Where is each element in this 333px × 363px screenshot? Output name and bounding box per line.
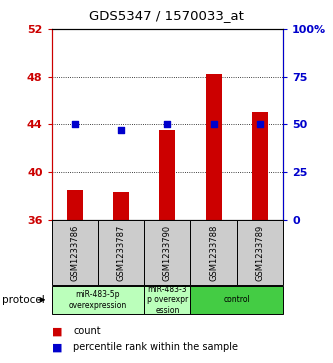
Bar <box>159 130 175 220</box>
Bar <box>205 74 222 220</box>
Text: GSM1233786: GSM1233786 <box>70 224 79 281</box>
Point <box>119 127 124 133</box>
Text: protocol: protocol <box>2 295 44 305</box>
Text: percentile rank within the sample: percentile rank within the sample <box>73 342 238 352</box>
Bar <box>252 113 268 220</box>
Text: miR-483-5p
overexpression: miR-483-5p overexpression <box>69 290 127 310</box>
Text: count: count <box>73 326 101 337</box>
Point <box>165 121 170 127</box>
Point <box>257 121 263 127</box>
Text: GSM1233787: GSM1233787 <box>117 224 126 281</box>
Bar <box>67 190 83 220</box>
Text: ■: ■ <box>52 326 62 337</box>
Bar <box>113 192 129 220</box>
Text: control: control <box>223 295 250 304</box>
Text: GSM1233790: GSM1233790 <box>163 225 172 281</box>
Point <box>211 121 216 127</box>
Text: GSM1233788: GSM1233788 <box>209 224 218 281</box>
Point <box>72 121 77 127</box>
Text: ■: ■ <box>52 342 62 352</box>
Text: GDS5347 / 1570033_at: GDS5347 / 1570033_at <box>89 9 244 22</box>
Text: miR-483-3
p overexpr
ession: miR-483-3 p overexpr ession <box>147 285 188 315</box>
Text: GSM1233789: GSM1233789 <box>255 225 264 281</box>
